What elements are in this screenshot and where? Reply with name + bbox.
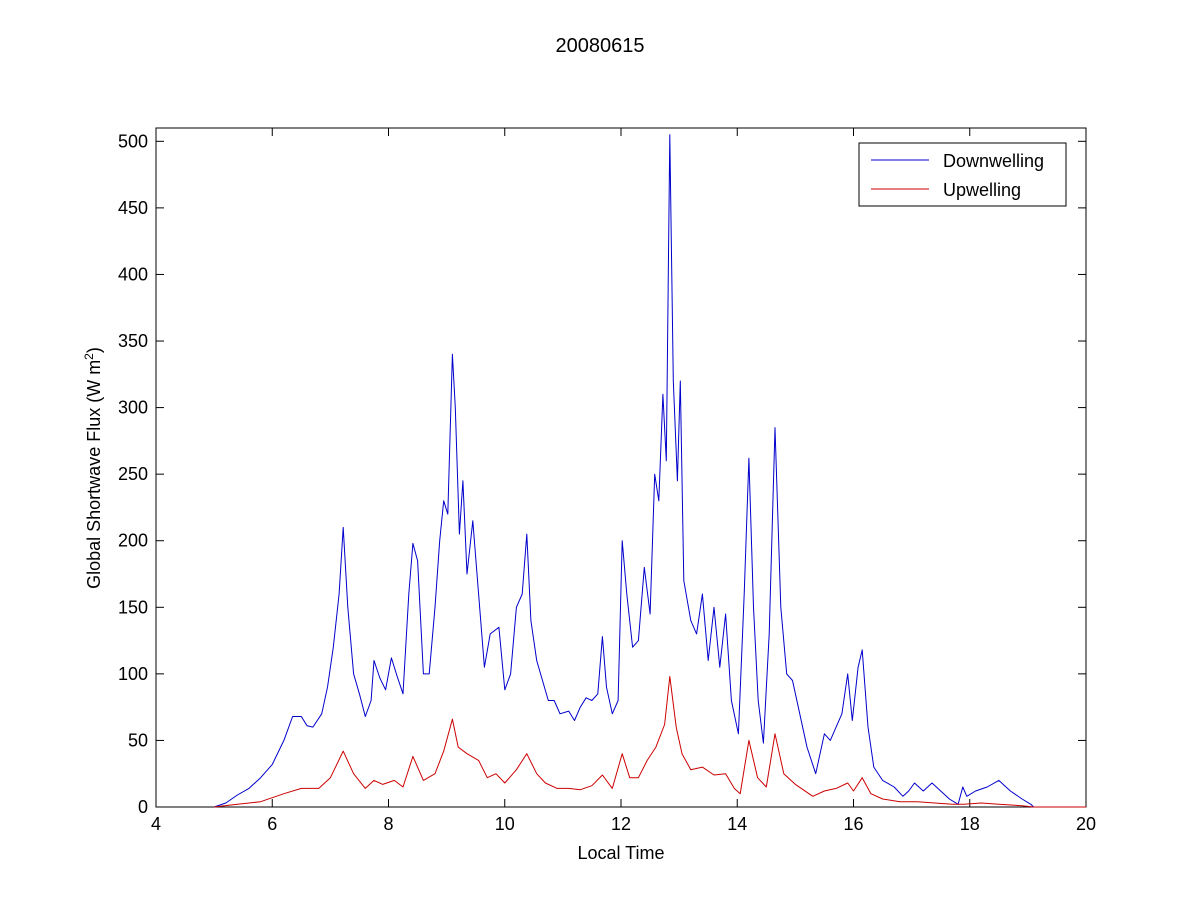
- y-axis-label-superscript: 2: [82, 353, 96, 360]
- x-tick-label: 18: [960, 814, 980, 834]
- legend-label-upwelling: Upwelling: [943, 180, 1021, 200]
- y-axis-label-close: ): [84, 347, 104, 353]
- y-tick-label: 400: [118, 264, 148, 284]
- plot-area: [155, 127, 1087, 808]
- y-tick-label: 350: [118, 331, 148, 351]
- y-axis-label-main: Global Shortwave Flux (W m: [84, 360, 104, 589]
- series-layer: [213, 134, 1086, 808]
- series-line-downwelling: [213, 134, 1086, 808]
- x-tick-label: 10: [495, 814, 515, 834]
- x-axis: 4 6 8 10 12 14 16 18 20: [151, 128, 1096, 834]
- x-tick-label: 6: [267, 814, 277, 834]
- legend: Downwelling Upwelling: [858, 142, 1067, 207]
- legend-box: [858, 142, 1067, 207]
- chart-title: 20080615: [556, 35, 645, 57]
- y-tick-label: 150: [118, 597, 148, 617]
- y-tick-label: 250: [118, 464, 148, 484]
- x-tick-label: 4: [151, 814, 161, 834]
- y-tick-label: 500: [118, 131, 148, 151]
- x-tick-label: 20: [1076, 814, 1096, 834]
- y-axis-label: Global Shortwave Flux (W m2): [82, 347, 104, 589]
- legend-label-downwelling: Downwelling: [943, 151, 1044, 171]
- x-tick-label: 16: [843, 814, 863, 834]
- y-tick-label: 100: [118, 664, 148, 684]
- y-axis: 0 50 100 150 200 250 300 350 400 450 500: [118, 131, 1086, 817]
- y-tick-label: 450: [118, 198, 148, 218]
- y-tick-label: 0: [138, 797, 148, 817]
- series-line-upwelling: [214, 676, 1086, 808]
- y-tick-label: 200: [118, 531, 148, 551]
- x-tick-label: 14: [727, 814, 747, 834]
- x-tick-label: 8: [383, 814, 393, 834]
- y-tick-label: 50: [128, 730, 148, 750]
- x-tick-label: 12: [611, 814, 631, 834]
- y-tick-label: 300: [118, 398, 148, 418]
- x-axis-label: Local Time: [577, 843, 664, 863]
